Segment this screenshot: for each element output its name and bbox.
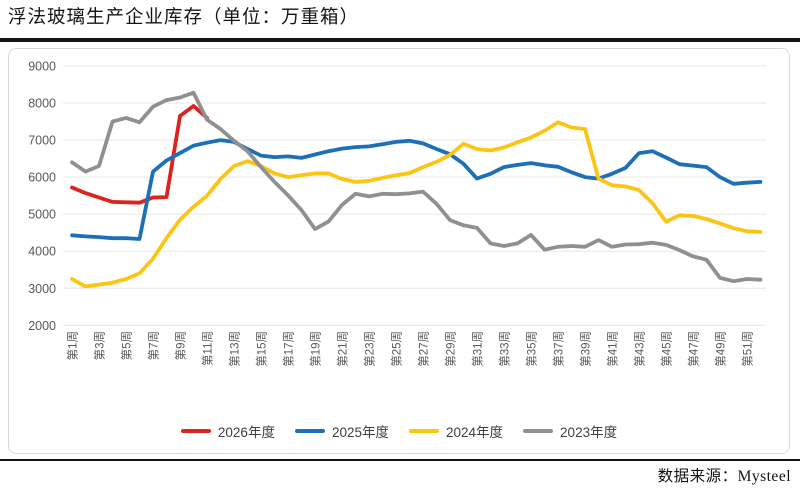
x-axis-tick-label: 第25周 [390,331,404,367]
x-axis-tick-label: 第31周 [471,331,485,367]
x-axis-tick-label: 第21周 [336,331,350,367]
data-source-label: 数据来源：Mysteel [657,468,791,485]
x-axis-tick-label: 第11周 [201,331,215,366]
y-axis-tick-label: 3000 [28,282,56,296]
y-axis-tick-label: 7000 [28,134,56,148]
legend-label: 2025年度 [331,425,389,440]
x-axis-tick-label: 第1周 [66,331,80,360]
x-axis-tick-label: 第5周 [120,331,134,360]
series-line-2024年度 [70,120,763,289]
legend-label: 2026年度 [217,425,275,440]
series-line-2026年度 [70,104,209,205]
legend-item-2023年度: 2023年度 [523,421,617,441]
x-axis-tick-label: 第15周 [255,331,269,367]
x-axis-tick-label: 第47周 [687,331,701,367]
page-title: 浮法玻璃生产企业库存（单位：万重箱） [8,8,360,28]
x-axis-tick-label: 第37周 [552,331,566,367]
bottom-divider [0,459,800,461]
x-axis-tick-label: 第39周 [579,331,593,367]
series-line-2023年度 [70,90,763,284]
x-axis-tick-label: 第29周 [444,331,458,367]
x-axis-tick-label: 第17周 [282,331,296,367]
legend-line-swatch-icon [294,428,325,434]
legend-label: 2024年度 [446,425,504,440]
x-axis-tick-label: 第51周 [741,331,755,367]
x-axis-tick-label: 第3周 [93,331,107,360]
x-axis-tick-label: 第43周 [633,331,647,367]
x-axis-tick-label: 第9周 [174,331,188,360]
y-axis-tick-label: 9000 [28,60,56,74]
y-axis-tick-label: 4000 [28,245,56,259]
x-axis-tick-label: 第41周 [606,331,620,367]
legend-line-swatch-icon [180,428,211,434]
x-axis-tick-label: 第35周 [525,331,539,367]
x-axis-tick-label: 第49周 [714,331,728,367]
y-axis-tick-label: 5000 [28,208,56,222]
x-axis-tick-label: 第19周 [309,331,323,367]
series-line-2025年度 [70,138,763,241]
legend-line-swatch-icon [409,428,439,434]
top-divider [0,38,800,42]
x-axis-tick-label: 第23周 [363,331,377,367]
legend-label: 2023年度 [560,425,618,440]
x-axis-tick-label: 第13周 [228,331,242,367]
y-axis-tick-label: 6000 [28,171,56,185]
legend-item-2025年度: 2025年度 [294,421,389,441]
x-axis-tick-label: 第7周 [147,331,161,360]
y-axis-tick-label: 8000 [28,97,56,111]
chart-frame: 2000 3000 4000 5000 6000 7000 8000 9000 第1周 第3周 第5… [8,48,790,454]
y-axis-tick-label: 2000 [28,319,56,333]
x-axis-tick-label: 第33周 [498,331,512,367]
legend-item-2024年度: 2024年度 [409,421,503,441]
legend-item-2026年度: 2026年度 [180,421,275,441]
x-axis-tick-label: 第45周 [660,331,674,367]
chart-legend: 2026年度 2025年度 2024年度 2023年度 [9,421,789,441]
legend-line-swatch-icon [523,428,554,434]
x-axis-tick-label: 第27周 [417,331,431,367]
